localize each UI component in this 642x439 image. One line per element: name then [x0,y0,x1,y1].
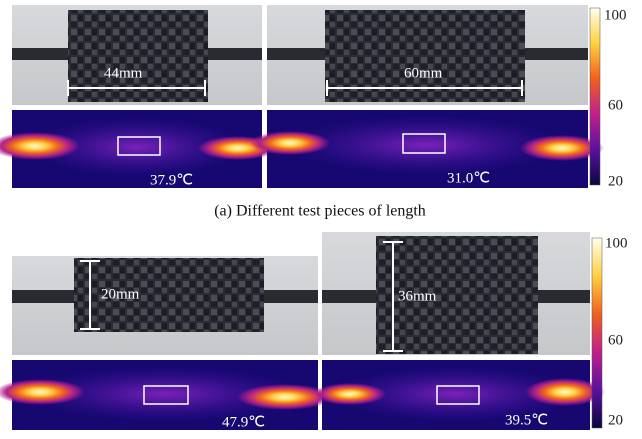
colorbar-label: 20 [608,173,623,189]
photo [12,256,318,355]
temperature-label: 37.9℃ [150,172,193,188]
caption: (a) Different test pieces of length [214,203,426,220]
photo [267,5,588,105]
thermal-image [0,360,333,430]
thermal-image [0,110,278,188]
colorbar-label: 100 [605,235,628,251]
colorbar-label: 60 [608,97,623,113]
thermal-image [250,110,604,188]
temperature-label: 39.5℃ [505,412,548,428]
figure: 44mm 60mm 37.9℃ 31.0℃ 100 60 20 (a) Diff… [0,0,642,434]
dimension-label: 60mm [404,65,443,81]
colorbar [592,238,602,428]
photo [12,5,262,105]
dimension-label: 20mm [101,286,140,302]
thermal-image [314,360,605,430]
dimension-label: 44mm [104,65,143,81]
colorbar-label: 60 [608,332,623,348]
colorbar-label: 20 [608,412,623,428]
temperature-label: 31.0℃ [447,170,490,186]
colorbar [590,8,600,185]
photo [322,232,590,355]
temperature-label: 47.9℃ [222,414,265,430]
colorbar-label: 100 [604,7,627,23]
dimension-label: 36mm [398,288,437,304]
